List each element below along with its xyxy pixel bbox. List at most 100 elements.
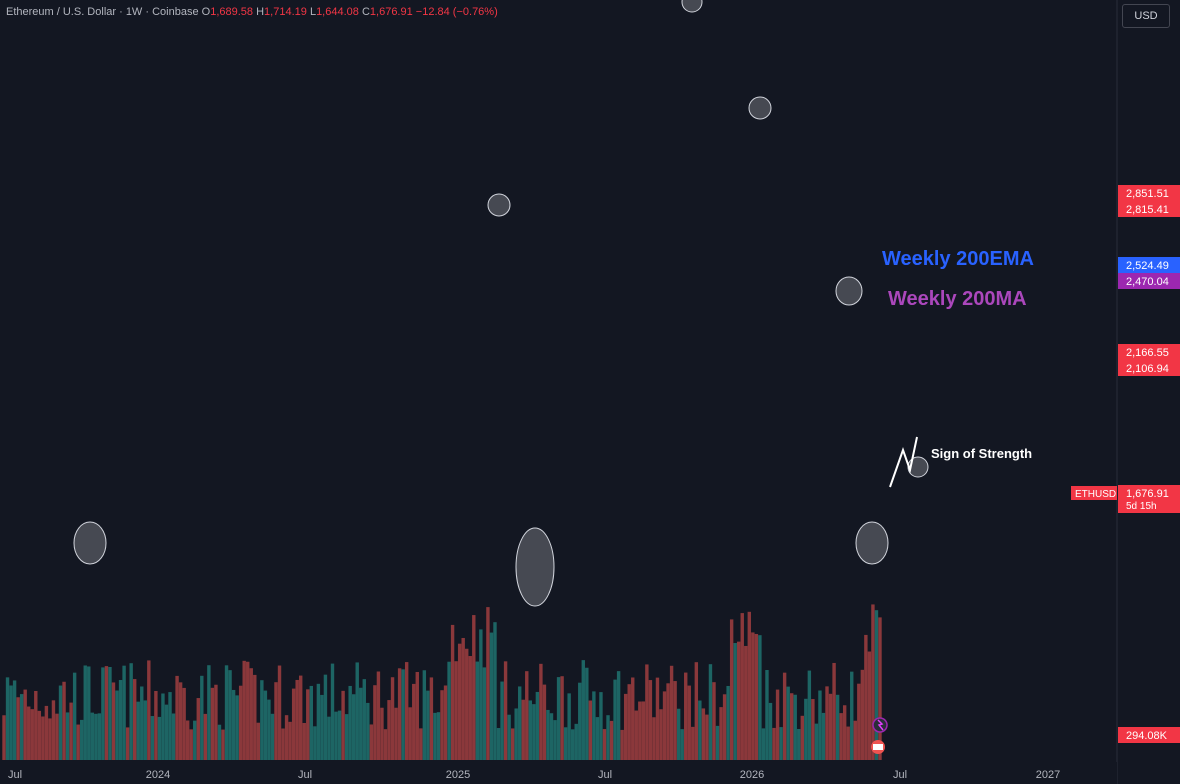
volume-bar bbox=[521, 699, 525, 760]
volume-bar bbox=[468, 656, 472, 760]
badge-value: 1,676.91 bbox=[1126, 488, 1169, 500]
volume-bar bbox=[786, 686, 790, 760]
volume-bar bbox=[698, 700, 702, 760]
volume-bar bbox=[567, 693, 571, 760]
volume-bar bbox=[217, 724, 222, 760]
bottom-icons bbox=[871, 717, 888, 754]
circle-2400 bbox=[835, 276, 863, 306]
symbol-legend: Ethereum / U.S. Dollar · 1W · Coinbase O… bbox=[6, 6, 498, 18]
volume-bar bbox=[539, 663, 543, 760]
volume-bar bbox=[814, 723, 819, 760]
volume-bar bbox=[842, 705, 847, 760]
volume-bar bbox=[450, 624, 455, 760]
volume-bar bbox=[839, 713, 843, 760]
volume-bar bbox=[599, 692, 603, 760]
volume-bar bbox=[535, 691, 540, 760]
volume-bar bbox=[510, 728, 515, 760]
volume-bar bbox=[874, 610, 879, 760]
volume-bar bbox=[168, 692, 172, 760]
volume-bar bbox=[729, 619, 734, 760]
volume-bar bbox=[652, 717, 656, 760]
symbol-title: Ethereum / U.S. Dollar · 1W · Coinbase bbox=[6, 6, 199, 18]
volume-bar bbox=[542, 684, 547, 760]
badge-last bbox=[1118, 485, 1180, 513]
volume-bar bbox=[270, 713, 275, 760]
volume-bar bbox=[412, 683, 416, 760]
time-tick-label: 2024 bbox=[146, 769, 170, 781]
close-label: C bbox=[361, 6, 370, 18]
price-scale-panel[interactable] bbox=[1117, 0, 1180, 784]
volume-bar bbox=[115, 690, 119, 760]
volume-bar bbox=[850, 671, 854, 760]
volume-bar bbox=[48, 718, 52, 760]
volume-bar bbox=[761, 728, 766, 760]
volume-bar bbox=[493, 622, 497, 760]
volume-bar bbox=[383, 729, 388, 760]
volume-bar bbox=[334, 711, 338, 760]
volume-bar bbox=[90, 712, 95, 760]
badge-value: 2,524.49 bbox=[1126, 260, 1169, 272]
time-tick-label: 2026 bbox=[740, 769, 764, 781]
volume-bar bbox=[440, 690, 444, 760]
volume-bar bbox=[341, 690, 345, 760]
volume-bar bbox=[295, 679, 299, 760]
volume-bar bbox=[55, 713, 59, 760]
volume-bar bbox=[228, 670, 232, 760]
volume-bar bbox=[193, 720, 197, 760]
time-tick-label: Jul bbox=[8, 769, 22, 781]
volume-bar bbox=[659, 709, 663, 760]
volume-bar bbox=[129, 663, 133, 760]
volume-bar bbox=[461, 637, 465, 760]
volume-bar bbox=[313, 726, 317, 760]
currency-button[interactable]: USD bbox=[1122, 4, 1170, 28]
volume-bar bbox=[72, 672, 77, 760]
volume-bar bbox=[419, 728, 423, 760]
volume-bar bbox=[800, 715, 804, 760]
volume-bar bbox=[825, 686, 829, 760]
volume-bar bbox=[740, 613, 744, 760]
volume-bar bbox=[867, 651, 872, 760]
volume-bar bbox=[320, 694, 324, 760]
volume-bar bbox=[475, 661, 480, 760]
volume-bar bbox=[122, 665, 126, 760]
volume-bar bbox=[221, 729, 225, 760]
volume-bar bbox=[574, 723, 578, 760]
volume-histogram bbox=[2, 604, 882, 760]
volume-bar bbox=[486, 607, 490, 760]
volume-bar bbox=[154, 690, 158, 760]
volume-bar bbox=[556, 677, 561, 760]
time-tick-label: Jul bbox=[298, 769, 312, 781]
volume-bar bbox=[595, 717, 600, 760]
volume-bar bbox=[175, 675, 179, 760]
volume-bar bbox=[41, 716, 45, 760]
volume-bar bbox=[37, 710, 42, 760]
volume-bar bbox=[846, 726, 850, 760]
volume-bar bbox=[97, 713, 102, 760]
volume-bar bbox=[207, 665, 211, 760]
volume-bar bbox=[83, 665, 87, 760]
volume-bar bbox=[404, 662, 409, 760]
volume-bar bbox=[694, 662, 699, 760]
volume-bar bbox=[422, 670, 427, 760]
volume-bar bbox=[182, 687, 186, 760]
volume-bar bbox=[648, 680, 653, 760]
volume-bar bbox=[602, 729, 607, 760]
volume-bar bbox=[380, 707, 384, 760]
volume-bar bbox=[715, 725, 720, 760]
volume-bar bbox=[634, 710, 638, 760]
symbol-tag-label: ETHUSD bbox=[1075, 489, 1116, 500]
volume-bar bbox=[655, 677, 660, 760]
time-axis-panel[interactable] bbox=[0, 762, 1117, 784]
volume-bar bbox=[327, 716, 331, 760]
text-annotations: Weekly 200EMA Weekly 200MA Sign of Strengt… bbox=[882, 248, 1034, 488]
volume-bar bbox=[44, 705, 49, 760]
volume-bar bbox=[76, 724, 80, 760]
badge-vol bbox=[1118, 727, 1180, 743]
volume-bar bbox=[507, 714, 511, 760]
close-value: 1,676.91 bbox=[369, 6, 413, 18]
volume-bar bbox=[457, 643, 462, 760]
badge-zone-top bbox=[1118, 344, 1180, 360]
volume-bar bbox=[214, 684, 218, 760]
